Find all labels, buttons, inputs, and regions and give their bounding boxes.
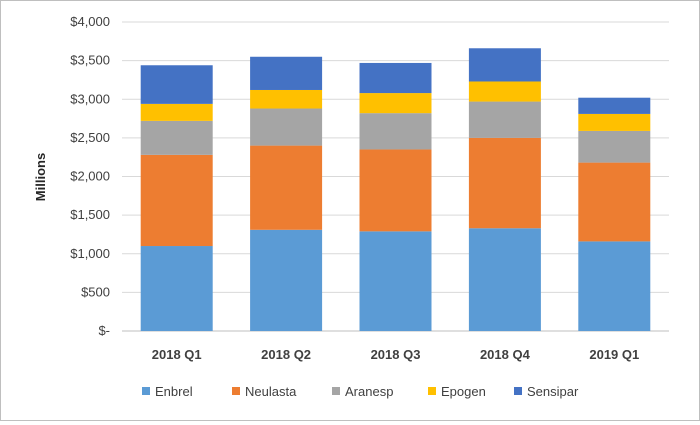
bar-segment-aranesp <box>578 130 651 163</box>
legend-swatch-neulasta <box>232 387 240 395</box>
bar-segment-sensipar <box>578 97 651 114</box>
y-tick-label: $4,000 <box>70 14 110 29</box>
y-tick-label: $3,000 <box>70 91 110 106</box>
legend-swatch-enbrel <box>142 387 150 395</box>
bar-segment-enbrel <box>468 228 541 331</box>
bar-segment-epogen <box>468 81 541 102</box>
bar-segment-neulasta <box>140 154 213 247</box>
y-tick-label: $1,500 <box>70 207 110 222</box>
y-tick-label: $500 <box>81 284 110 299</box>
legend: Enbrel Neulasta Aranesp Epogen Sensipar <box>142 384 579 399</box>
legend-label: Aranesp <box>345 384 393 399</box>
bar-segment-enbrel <box>250 229 323 331</box>
y-tick-label: $2,000 <box>70 169 110 184</box>
legend-swatch-epogen <box>428 387 436 395</box>
y-tick-label: $2,500 <box>70 130 110 145</box>
x-tick-label: 2018 Q4 <box>480 347 531 362</box>
bar-segment-neulasta <box>250 145 323 230</box>
bar-segment-sensipar <box>468 48 541 82</box>
bars <box>140 48 651 331</box>
bar-segment-sensipar <box>250 56 323 90</box>
bar-segment-epogen <box>140 103 213 121</box>
y-tick-label: $- <box>98 323 110 338</box>
bar-segment-epogen <box>578 113 651 131</box>
bar-segment-enbrel <box>578 241 651 331</box>
legend-swatch-sensipar <box>514 387 522 395</box>
bar-segment-neulasta <box>468 137 541 229</box>
bar-segment-neulasta <box>578 162 651 242</box>
bar-segment-aranesp <box>468 101 541 138</box>
x-tick-label: 2019 Q1 <box>589 347 639 362</box>
legend-label: Enbrel <box>155 384 193 399</box>
bar-segment-sensipar <box>359 62 432 94</box>
y-axis-label: Millions <box>33 153 48 201</box>
legend-label: Sensipar <box>527 384 579 399</box>
legend-swatch-aranesp <box>332 387 340 395</box>
bar-segment-epogen <box>359 93 432 114</box>
y-tick-label: $1,000 <box>70 246 110 261</box>
x-tick-label: 2018 Q2 <box>261 347 311 362</box>
bar-segment-aranesp <box>359 113 432 150</box>
bar-segment-aranesp <box>140 120 213 155</box>
legend-label: Epogen <box>441 384 486 399</box>
bar-segment-aranesp <box>250 108 323 146</box>
bar-segment-epogen <box>250 89 323 109</box>
bar-segment-enbrel <box>359 231 432 331</box>
bar-segment-enbrel <box>140 246 213 331</box>
x-axis-tick-labels: 2018 Q1 2018 Q2 2018 Q3 2018 Q4 2019 Q1 <box>152 347 639 362</box>
y-tick-label: $3,500 <box>70 53 110 68</box>
bar-segment-sensipar <box>140 65 213 104</box>
x-tick-label: 2018 Q3 <box>371 347 421 362</box>
x-tick-label: 2018 Q1 <box>152 347 202 362</box>
bar-segment-neulasta <box>359 149 432 232</box>
y-axis-tick-labels: $- $500 $1,000 $1,500 $2,000 $2,500 $3,000 $3,5… <box>70 14 110 338</box>
legend-label: Neulasta <box>245 384 297 399</box>
